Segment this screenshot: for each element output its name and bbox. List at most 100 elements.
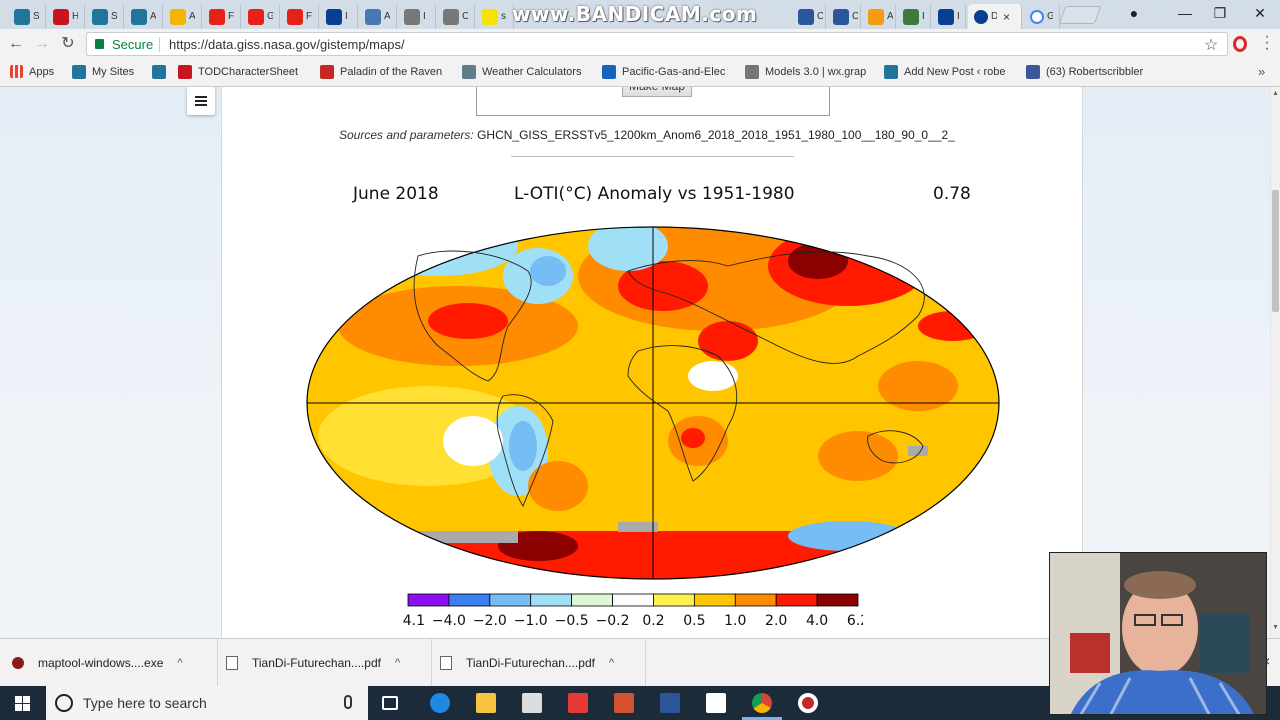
- colorbar-swatch: [693, 593, 736, 607]
- pdf-file-icon: [440, 656, 452, 670]
- file-explorer-icon[interactable]: [476, 693, 496, 713]
- tab-title: F: [228, 11, 234, 22]
- webcam-overlay: [1049, 552, 1267, 715]
- scroll-thumb[interactable]: [1272, 190, 1279, 312]
- browser-tab[interactable]: S: [8, 4, 46, 29]
- bookmark-item[interactable]: Paladin of the Raven: [320, 65, 442, 79]
- menu-hamburger-button[interactable]: [187, 87, 215, 115]
- chevron-up-icon[interactable]: ^: [394, 657, 401, 669]
- browser-tab[interactable]: C: [792, 4, 826, 29]
- new-tab-button[interactable]: [1058, 6, 1102, 24]
- bookmark-label: TODCharacterSheet: [198, 66, 302, 78]
- browser-tab[interactable]: A: [125, 4, 163, 29]
- colorbar-tick-label: 0.2: [642, 613, 664, 629]
- bookmark-item[interactable]: [152, 65, 172, 79]
- active-tab[interactable]: D ×: [968, 4, 1022, 29]
- opera-icon[interactable]: [1233, 36, 1247, 52]
- bookmark-item[interactable]: Add New Post ‹ robe: [884, 65, 1006, 79]
- browser-tab[interactable]: F: [203, 4, 241, 29]
- browser-tab[interactable]: HLN: [47, 4, 85, 29]
- exe-file-icon: [12, 657, 24, 669]
- bookmarks-overflow-icon[interactable]: »: [1258, 64, 1266, 79]
- close-window-button[interactable]: ✕: [1254, 5, 1266, 21]
- powerpoint-icon[interactable]: [614, 693, 634, 713]
- mail-icon[interactable]: [706, 693, 726, 713]
- store-icon[interactable]: [522, 693, 542, 713]
- nasa-favicon-icon: [974, 9, 988, 24]
- tab-favicon-icon: [798, 8, 814, 25]
- edge-icon[interactable]: [430, 693, 450, 713]
- scroll-up-icon[interactable]: ▲: [1272, 90, 1279, 97]
- forward-button[interactable]: →: [34, 35, 50, 52]
- bookmark-item[interactable]: My Sites: [72, 65, 134, 79]
- content-column: Make Map Sources and parameters: GHCN_GI…: [221, 87, 1083, 638]
- colorbar-tick-label: −1.0: [514, 613, 548, 629]
- minimize-button[interactable]: —: [1178, 5, 1192, 21]
- word-icon[interactable]: [660, 693, 680, 713]
- colorbar-tick-label: 0.5: [683, 613, 705, 629]
- address-bar[interactable]: Secure https://data.giss.nasa.gov/gistem…: [86, 32, 1228, 56]
- chrome-icon[interactable]: [752, 693, 772, 713]
- colorbar-swatch: [612, 593, 654, 607]
- browser-tab[interactable]: G: [1024, 4, 1060, 29]
- bookmark-item[interactable]: Apps: [10, 65, 54, 78]
- map-month-title: June 2018: [353, 184, 439, 204]
- tab-favicon-icon: [14, 8, 30, 25]
- browser-tab[interactable]: S: [86, 4, 124, 29]
- browser-tab[interactable]: F: [281, 4, 319, 29]
- taskbar-search-box[interactable]: Type here to search: [46, 686, 368, 720]
- bookmark-favicon-icon: [462, 65, 476, 79]
- tab-close-icon[interactable]: ×: [1003, 9, 1011, 24]
- profile-icon[interactable]: ●: [1129, 5, 1139, 21]
- bookmark-item[interactable]: (63) Robertscribbler: [1026, 65, 1143, 79]
- tab-favicon-icon: [938, 8, 954, 25]
- browser-tab[interactable]: G: [242, 4, 280, 29]
- tab-title: I: [922, 11, 925, 22]
- url-text[interactable]: https://data.giss.nasa.gov/gistemp/maps/: [169, 37, 405, 52]
- chevron-up-icon[interactable]: ^: [177, 657, 183, 669]
- scroll-down-icon[interactable]: ▼: [1272, 624, 1279, 631]
- browser-tab[interactable]: C: [827, 4, 861, 29]
- microphone-icon[interactable]: [344, 695, 352, 709]
- bandicam-icon[interactable]: [798, 693, 818, 713]
- download-item[interactable]: TianDi-Futurechan....pdf ^: [226, 639, 432, 687]
- colorbar-tick-label: −4.1: [403, 613, 425, 629]
- back-button[interactable]: ←: [8, 35, 24, 52]
- make-map-button[interactable]: Make Map: [622, 87, 693, 97]
- windows-logo-icon: [15, 696, 30, 711]
- colorbar-swatch: [775, 593, 818, 607]
- restore-button[interactable]: ❐: [1213, 5, 1227, 21]
- browser-tab[interactable]: I: [932, 4, 966, 29]
- browser-tab[interactable]: C: [437, 4, 475, 29]
- browser-tab[interactable]: I: [398, 4, 436, 29]
- reader-icon[interactable]: [568, 693, 588, 713]
- browser-menu-icon[interactable]: · · ·: [1264, 28, 1270, 57]
- browser-tab[interactable]: A: [164, 4, 202, 29]
- download-item[interactable]: TianDi-Futurechan....pdf ^: [440, 639, 646, 687]
- bookmark-item[interactable]: Weather Calculators: [462, 65, 581, 79]
- bookmark-favicon-icon: [320, 65, 334, 79]
- bookmark-item[interactable]: Pacific-Gas-and-Elec: [602, 65, 725, 79]
- colorbar: −4.1 −4.0 −2.0 −1.0 −0.5 −0.2 0.2 0.5 1.0 2.0 4.0 6…: [403, 593, 863, 629]
- colorbar-swatch: [530, 593, 573, 607]
- bookmark-item[interactable]: TODCharacterSheet: [178, 65, 301, 79]
- tab-title: G: [1047, 11, 1053, 22]
- reload-button[interactable]: ↻: [61, 35, 75, 52]
- chevron-up-icon[interactable]: ^: [608, 657, 615, 669]
- browser-tab[interactable]: A: [359, 4, 397, 29]
- browser-tab[interactable]: s: [476, 4, 514, 29]
- bookmark-star-icon[interactable]: ☆: [1204, 37, 1219, 54]
- webcam-person-image: [1050, 553, 1266, 714]
- start-button[interactable]: [0, 686, 46, 720]
- browser-tab[interactable]: A: [862, 4, 896, 29]
- download-item[interactable]: maptool-windows....exe ^: [12, 639, 218, 687]
- anomaly-map-graphic: [306, 226, 1000, 580]
- bookmark-item[interactable]: Models 3.0 | wx.grap: [745, 65, 866, 79]
- browser-tab[interactable]: I: [320, 4, 358, 29]
- bookmark-favicon-icon: [884, 65, 898, 79]
- bookmark-label: Pacific-Gas-and-Elec: [622, 66, 726, 78]
- page-scrollbar[interactable]: [1270, 87, 1280, 638]
- task-view-icon[interactable]: [382, 696, 398, 710]
- tab-title: A: [150, 11, 156, 22]
- browser-tab[interactable]: I: [897, 4, 931, 29]
